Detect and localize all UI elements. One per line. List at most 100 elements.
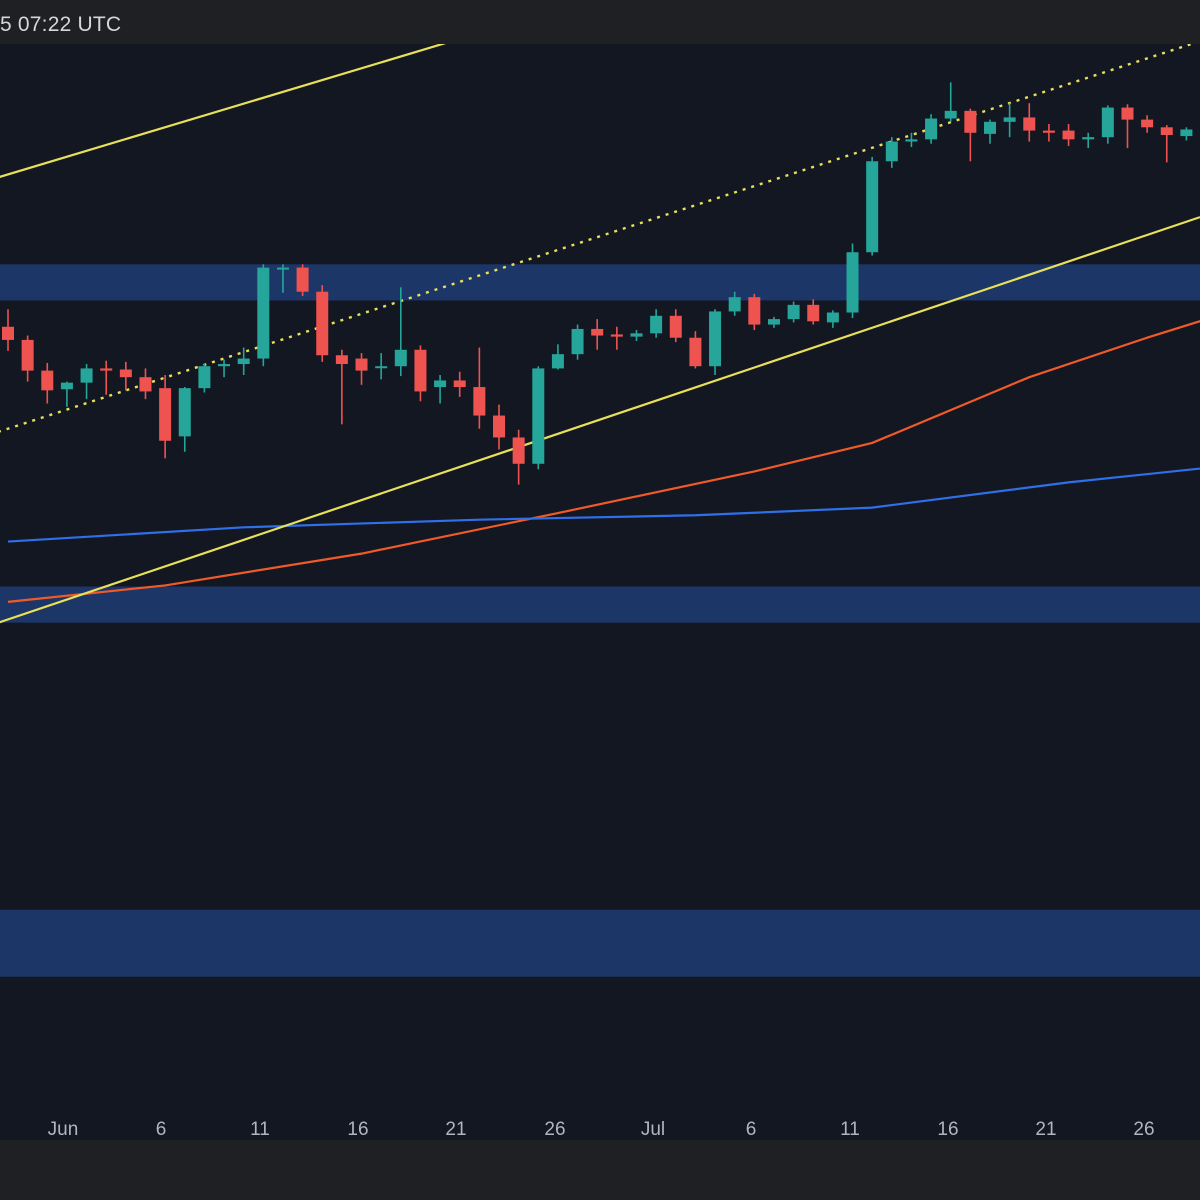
candle-jun-3[interactable] [139, 368, 152, 400]
candle-body [41, 370, 54, 391]
candle-jun-14[interactable] [355, 353, 368, 385]
timestamp-label: 5 07:22 UTC [0, 13, 122, 36]
candle-jun-7[interactable] [218, 359, 231, 378]
candle-body [1141, 119, 1154, 128]
candle-jun-16[interactable] [394, 287, 407, 377]
candle-jul-13[interactable] [925, 114, 938, 144]
candle-jul-11[interactable] [885, 137, 898, 168]
candle-jun-8[interactable] [237, 347, 250, 375]
candle-jun-17[interactable] [414, 345, 427, 402]
candle-body [375, 366, 388, 369]
candle-jul-16[interactable] [984, 119, 996, 144]
candle-jun-27[interactable] [610, 326, 623, 350]
candle-jul-25[interactable] [1160, 125, 1173, 163]
candle-jul-20[interactable] [1062, 124, 1075, 146]
x-tick-label: 21 [1035, 1119, 1056, 1140]
candle-may-30[interactable] [60, 381, 73, 407]
candle-jun-28[interactable] [630, 330, 643, 342]
candle-jul-12[interactable] [905, 132, 918, 148]
candle-jun-18[interactable] [434, 374, 447, 404]
candle-jun-2[interactable] [119, 361, 132, 391]
candle-body [866, 161, 879, 253]
candle-body [1023, 117, 1036, 131]
x-tick-label: 16 [937, 1119, 958, 1140]
candle-jul-5[interactable] [767, 316, 780, 328]
candle-body [453, 380, 466, 388]
candle-jun-5[interactable] [178, 387, 191, 452]
candle-jun-13[interactable] [335, 349, 348, 425]
candle-jun-26[interactable] [591, 319, 604, 350]
candle-jun-6[interactable] [198, 364, 211, 393]
candle-jul-6[interactable] [787, 301, 800, 323]
candle-body [218, 364, 231, 367]
candle-jul-19[interactable] [1042, 124, 1055, 142]
candle-jun-11[interactable] [296, 264, 309, 297]
x-tick-label: 11 [250, 1119, 270, 1140]
candle-jun-4[interactable] [159, 374, 172, 459]
candle-jun-10[interactable] [276, 264, 289, 293]
candle-jun-15[interactable] [375, 353, 388, 380]
candle-body [748, 297, 761, 325]
candle-body [650, 315, 663, 334]
candle-jul-7[interactable] [807, 299, 820, 325]
candle-body [414, 349, 427, 392]
candle-body [512, 437, 525, 464]
candle-jul-22[interactable] [1101, 105, 1114, 144]
candle-jul-17[interactable] [1003, 103, 1016, 138]
candle-jul-23[interactable] [1121, 104, 1134, 149]
candle-jun-22[interactable] [512, 429, 525, 485]
candle-body [394, 349, 407, 367]
candle-may-27[interactable] [2, 309, 14, 351]
x-tick-label: 26 [544, 1119, 565, 1140]
candle-jun-12[interactable] [316, 285, 329, 362]
candle-jun-29[interactable] [650, 309, 663, 338]
candlestick-chart[interactable] [0, 44, 1200, 1140]
candle-jul-15[interactable] [964, 108, 977, 162]
candle-body [885, 141, 898, 162]
candle-body [434, 380, 447, 388]
candle-jul-24[interactable] [1141, 115, 1154, 133]
candle-may-31[interactable] [80, 364, 93, 400]
candle-jul-4[interactable] [748, 293, 761, 331]
candle-jun-20[interactable] [473, 347, 486, 429]
candle-may-29[interactable] [41, 362, 54, 404]
candle-jun-23[interactable] [532, 366, 545, 470]
candle-jul-21[interactable] [1082, 132, 1095, 149]
candle-jul-1[interactable] [689, 331, 702, 369]
candle-jun-1[interactable] [100, 360, 113, 395]
x-tick-label: 6 [746, 1119, 757, 1140]
candle-jul-14[interactable] [944, 82, 957, 122]
candle-jun-25[interactable] [571, 324, 584, 360]
candle-jul-8[interactable] [826, 310, 839, 328]
channel-line-1 [0, 44, 447, 178]
chart-plot-area[interactable] [0, 44, 1200, 1140]
candle-body [1062, 130, 1075, 140]
x-tick-label: 11 [840, 1119, 860, 1140]
candle-jun-21[interactable] [493, 404, 505, 450]
candle-may-28[interactable] [21, 335, 34, 382]
candle-body [807, 304, 820, 322]
candle-body [1082, 137, 1095, 140]
x-tick-label: Jun [48, 1119, 79, 1140]
zone-1 [0, 264, 1200, 301]
candle-jun-24[interactable] [551, 344, 564, 370]
candle-jul-10[interactable] [866, 156, 879, 256]
candle-body [1042, 130, 1055, 133]
chart-header-bar: 5 07:22 UTC [0, 0, 1200, 44]
candle-body [1121, 107, 1134, 120]
candle-jul-9[interactable] [846, 243, 859, 318]
candle-jul-18[interactable] [1023, 103, 1036, 142]
candle-jul-3[interactable] [728, 291, 741, 316]
candles-layer[interactable] [2, 82, 1200, 485]
candle-jul-2[interactable] [709, 309, 722, 375]
candle-jun-30[interactable] [669, 309, 682, 343]
candle-body [139, 377, 152, 392]
x-tick-label: 6 [156, 1119, 167, 1140]
candle-body [276, 267, 289, 270]
candle-jul-26[interactable] [1180, 127, 1193, 141]
candle-body [335, 355, 348, 365]
candle-body [1101, 107, 1114, 138]
candle-jun-19[interactable] [453, 371, 466, 397]
candle-jun-9[interactable] [257, 264, 270, 367]
candle-body [1003, 117, 1016, 122]
